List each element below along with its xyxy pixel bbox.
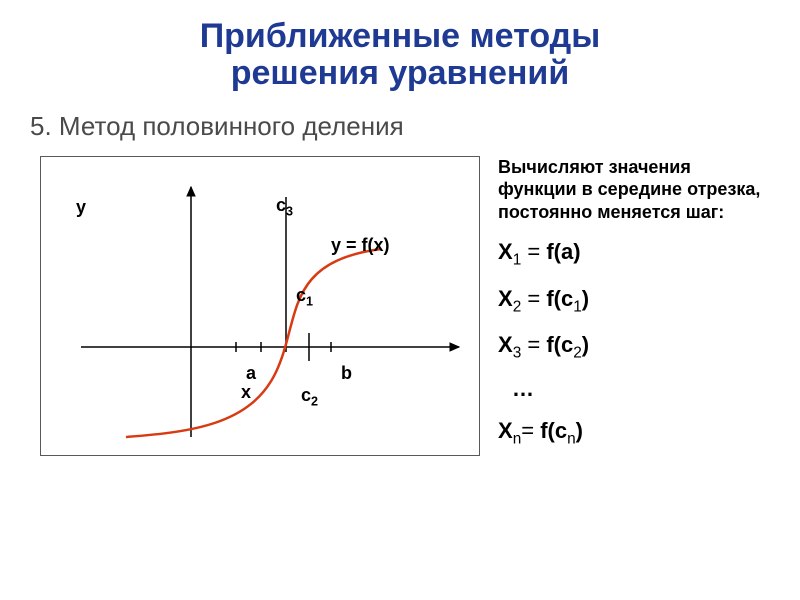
formula-1: X1 = f(a) xyxy=(498,239,770,269)
chart-label-y: y xyxy=(76,197,86,218)
formula-3: X3 = f(c2) xyxy=(498,332,770,362)
chart-panel: y c3 y = f(x) c1 ax b c2 xyxy=(40,156,480,456)
chart-label-fx: y = f(x) xyxy=(331,235,390,256)
slide-subtitle: 5. Метод половинного деления xyxy=(0,93,800,142)
ellipsis: … xyxy=(498,376,770,402)
intro-text: Вычисляют значения функции в середине от… xyxy=(498,156,770,224)
right-column: Вычисляют значения функции в середине от… xyxy=(498,156,770,456)
title-line-1: Приближенные методы xyxy=(0,18,800,55)
formula-final: Xn= f(cn) xyxy=(498,418,770,448)
title-line-2: решения уравнений xyxy=(0,55,800,92)
formula-list: X1 = f(a) X2 = f(c1) X3 = f(c2) xyxy=(498,239,770,362)
formula-2: X2 = f(c1) xyxy=(498,286,770,316)
content-row: y c3 y = f(x) c1 ax b c2 Вычисляют значения фу… xyxy=(0,142,800,456)
slide-title: Приближенные методы решения уравнений xyxy=(0,0,800,93)
chart-label-b: b xyxy=(341,363,352,384)
chart-label-c3: c3 xyxy=(276,195,293,219)
chart-label-c1: c1 xyxy=(296,285,313,309)
chart-label-x: x xyxy=(241,382,251,403)
chart-label-a: a xyxy=(246,363,256,384)
chart-label-c2: c2 xyxy=(301,385,318,409)
